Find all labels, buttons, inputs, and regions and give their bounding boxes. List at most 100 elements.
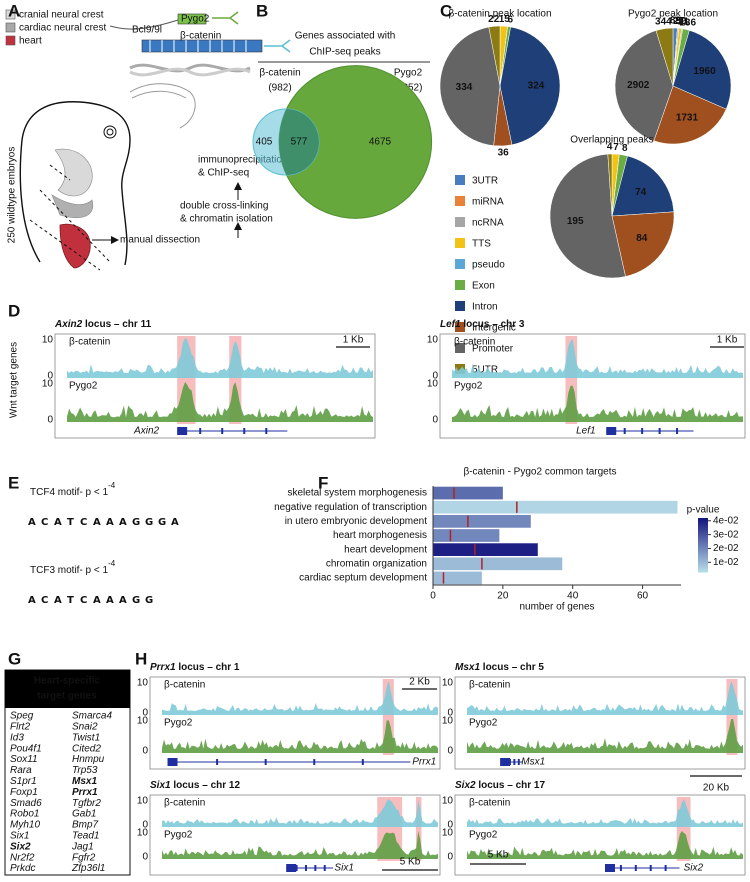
colorbar-cell <box>698 566 708 569</box>
gene-cell: Prrx1 <box>72 787 98 798</box>
exon <box>623 428 626 434</box>
locus-title: Axin2 locus – chr 11 <box>54 319 152 330</box>
track-name: Pygo2 <box>469 830 498 841</box>
colorbar-cell <box>698 564 708 567</box>
locus-title: Six2 locus – chr 17 <box>455 780 545 791</box>
coverage <box>452 339 743 378</box>
exon <box>517 759 520 765</box>
logo-letter: C <box>41 595 48 606</box>
logo-letter: A <box>54 595 62 606</box>
logo-letter: G <box>145 595 153 606</box>
slice-label: 195 <box>567 216 584 227</box>
colorbar-cell <box>698 522 708 525</box>
colorbar-cell <box>698 552 708 555</box>
track-box <box>454 676 746 770</box>
slice-label: 89 <box>670 16 682 27</box>
exon <box>641 428 644 434</box>
logo-letter: C <box>41 517 48 528</box>
colorbar-title: p-value <box>687 505 720 516</box>
gene-cell: Jag1 <box>71 841 94 852</box>
embryo-drawing <box>5 9 430 271</box>
locus-name: locus – chr 1 <box>176 662 240 673</box>
gene-label: Six2 <box>684 863 704 874</box>
logo-letter: A <box>119 595 127 606</box>
pie-slice <box>614 30 674 142</box>
locus-title: Six1 locus – chr 12 <box>150 780 240 791</box>
x-tick-label: 0 <box>430 591 436 602</box>
locus-title: Lef1 locus – chr 3 <box>440 319 525 330</box>
coverage <box>162 720 438 753</box>
gene-cell: Flrt2 <box>10 722 30 733</box>
region-label: 405 <box>256 137 273 148</box>
track-box <box>149 794 441 876</box>
scale-label: 1 Kb <box>717 335 738 346</box>
track-ytick: 0 <box>447 852 453 863</box>
pie-slice <box>488 25 501 87</box>
logo-letter: A <box>171 517 179 528</box>
exon <box>664 865 667 871</box>
logo-letter: G <box>145 517 153 528</box>
bar <box>433 486 503 500</box>
legend-swatch <box>455 343 465 353</box>
logo-letter: A <box>93 595 101 606</box>
chart-title: Genes associated with <box>295 31 396 42</box>
track-box <box>149 676 441 770</box>
track-ytick: 0 <box>447 746 453 757</box>
track-ytick: 10 <box>442 796 454 807</box>
motif-text: TCF4 motif- p < 1 <box>30 487 109 498</box>
coverage <box>467 831 743 859</box>
logo-letter: C <box>80 595 87 606</box>
colorbar-cell <box>698 558 708 561</box>
exon <box>216 759 219 765</box>
motif-text: TCF3 motif- p < 1 <box>30 565 109 576</box>
exon <box>504 759 507 765</box>
slice-label: 74 <box>635 187 647 198</box>
track-name: Pygo2 <box>454 381 483 392</box>
pie-slice <box>439 26 501 146</box>
legend-label: 3UTR <box>472 176 498 187</box>
exon <box>606 427 617 435</box>
gene-cell: Robo1 <box>10 809 39 820</box>
protein-label: Pygo2 <box>181 14 210 25</box>
chart-title: ChIP-seq peaks <box>309 47 380 58</box>
bar <box>433 543 538 557</box>
exon <box>314 865 317 871</box>
exon <box>508 759 511 765</box>
gene-cell: Six2 <box>10 841 31 852</box>
track-ytick: 10 <box>427 379 439 390</box>
coverage <box>162 831 438 859</box>
colorbar-cell <box>698 560 708 563</box>
exon <box>221 428 224 434</box>
colorbar-cell <box>698 534 708 537</box>
gene-cell: Speg <box>10 711 34 722</box>
scale-label: 5 Kb <box>400 857 421 868</box>
track-ytick: 10 <box>137 828 149 839</box>
gene-name: Prrx1 <box>150 662 176 673</box>
coverage <box>467 681 743 715</box>
set-name: β-catenin <box>259 68 300 79</box>
coverage <box>67 338 373 378</box>
gene-cell: S1pr1 <box>10 776 37 787</box>
gene-cell: Twist1 <box>72 732 100 743</box>
exon <box>676 428 679 434</box>
track-box <box>454 794 746 876</box>
pie-slice <box>611 211 675 277</box>
locus-name: locus – chr 17 <box>476 780 546 791</box>
locus-name: locus – chr 5 <box>480 662 544 673</box>
logo-letter: T <box>67 517 74 528</box>
step-label: double cross-linking <box>180 201 268 212</box>
x-tick-label: 20 <box>497 591 509 602</box>
pie-slice <box>607 153 613 217</box>
gene-cell: Bmp7 <box>72 820 99 831</box>
motif-exponent: -4 <box>108 481 116 490</box>
table-header-text: Heart-specific <box>34 676 101 687</box>
slice-label: 21 <box>678 16 690 27</box>
colorbar-cell <box>698 538 708 541</box>
gene-cell: Prkdc <box>10 863 36 874</box>
exon <box>286 864 297 872</box>
bar <box>433 514 531 528</box>
track-name: Pygo2 <box>69 381 98 392</box>
legend-label: cranial neural crest <box>19 10 104 21</box>
colorbar-label: 2e-02 <box>713 543 739 554</box>
chart-title: β-catenin peak location <box>448 9 551 20</box>
